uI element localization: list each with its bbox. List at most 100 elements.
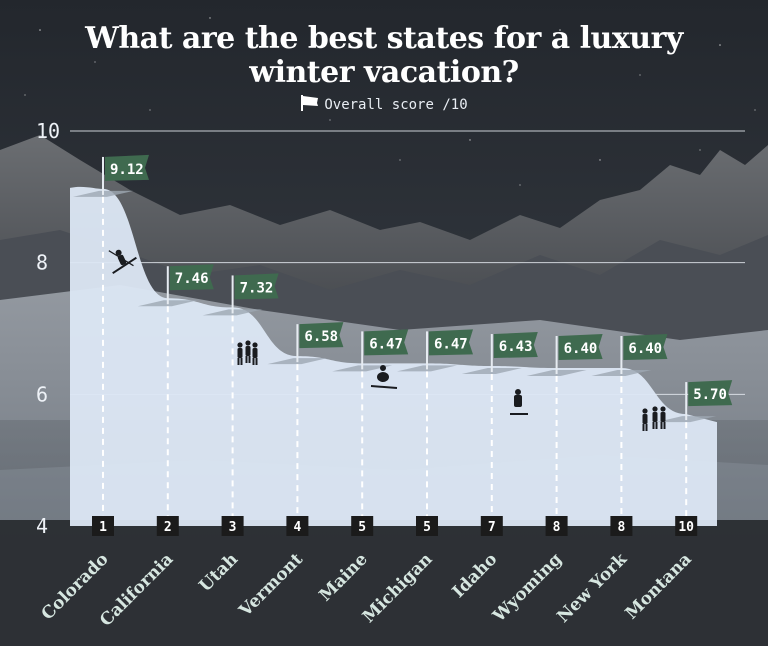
rank-label: 10 <box>678 520 694 535</box>
family-figure <box>252 342 258 365</box>
figure-body <box>245 346 251 356</box>
category-label: Vermont <box>235 549 307 621</box>
value-label: 6.47 <box>434 336 468 352</box>
legend-label: Overall score /10 <box>324 97 468 113</box>
value-label: 6.40 <box>564 341 598 357</box>
rank-badge <box>286 516 309 536</box>
rank-label: 5 <box>423 520 431 535</box>
value-flag <box>169 264 214 291</box>
value-flag <box>299 322 344 349</box>
title-line-2: winter vacation? <box>249 55 519 90</box>
value-flag <box>234 273 279 300</box>
figure-body <box>377 372 389 382</box>
value-label: 7.46 <box>175 271 209 287</box>
figure-head <box>660 406 666 412</box>
rank-badge <box>610 516 633 536</box>
category-label: Montana <box>622 549 696 623</box>
figure-head <box>515 389 521 395</box>
value-flag <box>105 154 149 181</box>
value-label: 9.12 <box>110 162 144 178</box>
snowshoe-figure <box>510 389 528 415</box>
figure-body <box>642 414 648 424</box>
value-label: 6.43 <box>499 339 533 355</box>
value-flag <box>364 329 409 356</box>
value-label: 6.47 <box>369 336 403 352</box>
figure-leg <box>245 356 248 363</box>
rank-badge <box>416 516 438 536</box>
rank-badge <box>92 516 114 536</box>
category-label: Michigan <box>359 549 437 627</box>
figure-head <box>652 406 658 412</box>
rank-badge <box>156 516 179 536</box>
rank-badge <box>675 516 698 536</box>
rank-label: 5 <box>358 520 366 535</box>
value-flags: 9.12 7.46 7.32 6.58 6.47 6.47 6.43 6.40 6.40 5.70 <box>102 154 733 421</box>
figure-head <box>252 342 258 348</box>
rank-label: 4 <box>293 520 301 535</box>
ski <box>370 385 398 389</box>
figure-leg <box>255 358 258 365</box>
figure-leg <box>660 422 663 429</box>
ground-shadow <box>0 520 768 646</box>
rank-badge <box>545 516 568 536</box>
rank-badge <box>221 516 244 536</box>
value-flag <box>623 334 668 360</box>
category-label: Utah <box>195 549 242 596</box>
family-figure <box>237 342 243 365</box>
rank-label: 7 <box>488 520 496 535</box>
rank-label: 8 <box>617 520 625 535</box>
group-figure <box>652 406 658 429</box>
category-label: New York <box>553 549 631 627</box>
flag-icon <box>301 95 319 111</box>
family-figure <box>245 340 251 363</box>
group-figure <box>660 406 666 429</box>
figure-leg <box>663 422 666 429</box>
y-tick-label: 4 <box>36 514 48 538</box>
skier-figures <box>108 249 666 431</box>
skier-jump-figure <box>108 249 137 275</box>
figure-body <box>514 395 522 407</box>
rank-label: 3 <box>229 520 237 535</box>
figure-head <box>380 365 386 371</box>
value-label: 6.40 <box>628 341 662 357</box>
figure-leg <box>655 422 658 429</box>
value-flag <box>429 329 473 356</box>
value-flag <box>493 332 538 359</box>
figure-leg <box>237 358 240 365</box>
y-tick-label: 10 <box>36 119 60 143</box>
value-flag <box>558 334 603 360</box>
value-flag <box>688 380 733 407</box>
rank-label: 1 <box>99 520 107 535</box>
figure-body <box>652 412 658 422</box>
figure-leg <box>652 422 655 429</box>
stars <box>24 17 756 186</box>
figure-body <box>252 348 258 358</box>
rank-badges: 1 2 3 4 5 5 7 8 8 10 <box>92 516 698 536</box>
figure-head <box>642 408 648 414</box>
category-label: Maine <box>316 549 372 605</box>
category-label: Idaho <box>449 549 502 602</box>
figure-head <box>115 249 122 256</box>
rank-label: 8 <box>553 520 561 535</box>
legend: Overall score /10 <box>0 95 768 113</box>
group-figure <box>642 408 648 431</box>
figure-leg <box>642 424 645 431</box>
y-tick-label: 8 <box>36 251 48 275</box>
ski <box>112 256 137 275</box>
y-tick-label: 6 <box>36 382 48 406</box>
figure-head <box>237 342 243 348</box>
rank-label: 2 <box>164 520 172 535</box>
value-label: 5.70 <box>693 387 727 403</box>
figure-leg <box>240 358 243 365</box>
value-label: 6.58 <box>304 329 338 345</box>
figure-body <box>237 348 243 358</box>
figure-head <box>245 340 251 346</box>
ski-pole <box>108 250 134 267</box>
rank-badge <box>480 516 503 536</box>
figure-leg <box>252 358 255 365</box>
figure-leg <box>645 424 648 431</box>
figure-leg <box>248 356 251 363</box>
